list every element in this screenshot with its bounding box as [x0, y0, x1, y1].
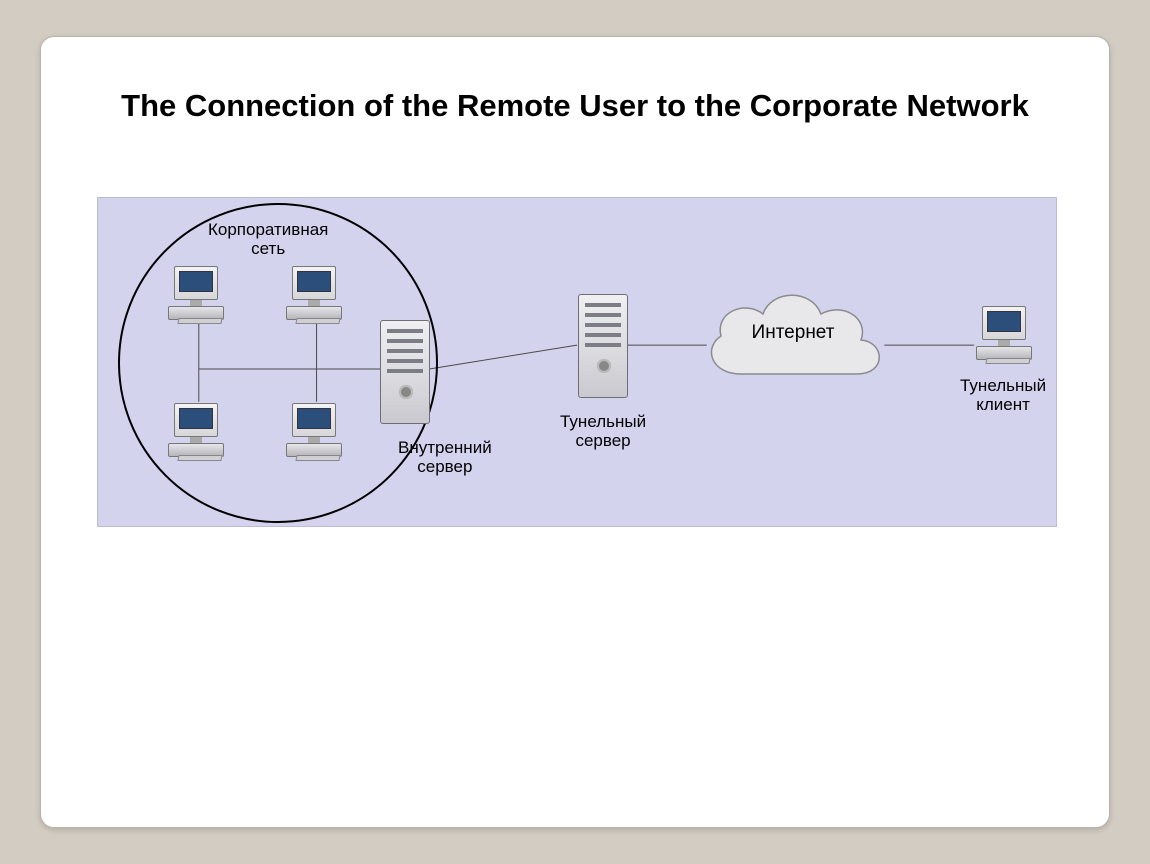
- network-diagram: Интернет Корпоративнаясеть Внутреннийсер…: [97, 197, 1057, 527]
- label-tunnel-server: Тунельныйсервер: [560, 412, 646, 451]
- computer-icon: [286, 266, 348, 324]
- label-corporate-network: Корпоративнаясеть: [208, 220, 328, 259]
- computer-icon: [286, 403, 348, 461]
- label-tunnel-client: Тунельныйклиент: [960, 376, 1046, 415]
- cloud-icon: Интернет: [693, 278, 893, 398]
- label-inner-server: Внутреннийсервер: [398, 438, 492, 477]
- label-internet: Интернет: [693, 322, 893, 344]
- computer-icon: [976, 306, 1038, 364]
- server-icon: [380, 320, 430, 424]
- slide-title: The Connection of the Remote User to the…: [97, 85, 1053, 127]
- slide: The Connection of the Remote User to the…: [40, 36, 1110, 828]
- computer-icon: [168, 266, 230, 324]
- computer-icon: [168, 403, 230, 461]
- server-icon: [578, 294, 628, 398]
